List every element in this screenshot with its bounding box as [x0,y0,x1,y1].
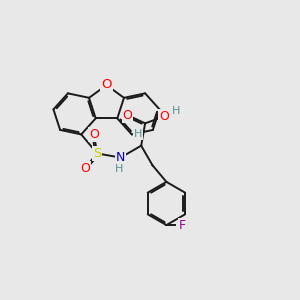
Text: O: O [123,109,132,122]
Text: H: H [172,106,180,116]
Text: F: F [179,219,186,232]
Text: O: O [80,162,90,175]
Text: O: O [159,110,169,123]
Text: O: O [89,128,99,141]
Text: H: H [134,129,142,139]
Text: O: O [101,78,112,91]
Text: S: S [93,147,101,160]
Text: H: H [115,164,123,174]
Text: N: N [116,151,125,164]
